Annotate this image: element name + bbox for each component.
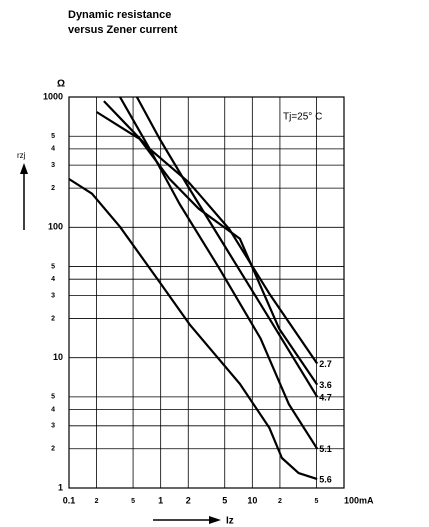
x-tick-label: 2 — [278, 498, 282, 505]
curve — [119, 96, 319, 450]
chart-title: Dynamic resistance — [68, 9, 171, 21]
curve-label: 5.1 — [319, 444, 332, 454]
x-axis-label: Iz — [226, 516, 234, 527]
plot-frame — [68, 96, 345, 489]
y-tick-label: 4 — [51, 406, 55, 413]
annotation: Tj=25° C — [283, 112, 322, 123]
x-tick-label: 2 — [186, 495, 191, 505]
y-tick-label: 1 — [58, 482, 63, 492]
chart-subtitle: versus Zener current — [68, 24, 178, 36]
curve — [135, 96, 319, 398]
curve-label: 4.7 — [319, 392, 332, 402]
y-tick-label: 5 — [51, 133, 55, 140]
curve-label: 2.7 — [319, 359, 332, 369]
y-tick-label: 2 — [51, 446, 55, 453]
x-tick-label: 0.1 — [63, 495, 76, 505]
curve-label: 5.6 — [319, 474, 332, 484]
y-axis-label: rzj — [17, 151, 26, 160]
curve — [103, 100, 319, 365]
curve — [96, 111, 319, 386]
y-tick-label: 3 — [51, 423, 55, 430]
y-tick-label: 2 — [51, 185, 55, 192]
y-tick-label: 2 — [51, 315, 55, 322]
x-tick-label: 2 — [95, 498, 99, 505]
x-tick-label: 10 — [247, 495, 257, 505]
y-tick-label: 3 — [51, 292, 55, 299]
x-tick-label: 5 — [131, 498, 135, 505]
x-tick-label: 5 — [222, 495, 227, 505]
x-arrow-head — [209, 516, 221, 524]
y-tick-label: 4 — [51, 146, 55, 153]
y-tick-label: 1000 — [43, 91, 63, 101]
y-tick-label: 5 — [51, 263, 55, 270]
y-tick-label: 10 — [53, 352, 63, 362]
x-tick-label: 1 — [158, 495, 163, 505]
y-arrow-head — [20, 163, 28, 174]
y-tick-label: 5 — [51, 394, 55, 401]
curve-label: 3.6 — [319, 380, 332, 390]
x-tick-label: 100mA — [344, 495, 374, 505]
y-tick-label: 3 — [51, 162, 55, 169]
curve — [68, 178, 318, 481]
y-unit: Ω — [57, 79, 65, 90]
y-tick-label: 4 — [51, 276, 55, 283]
x-tick-label: 5 — [314, 498, 318, 505]
y-tick-label: 100 — [48, 222, 63, 232]
